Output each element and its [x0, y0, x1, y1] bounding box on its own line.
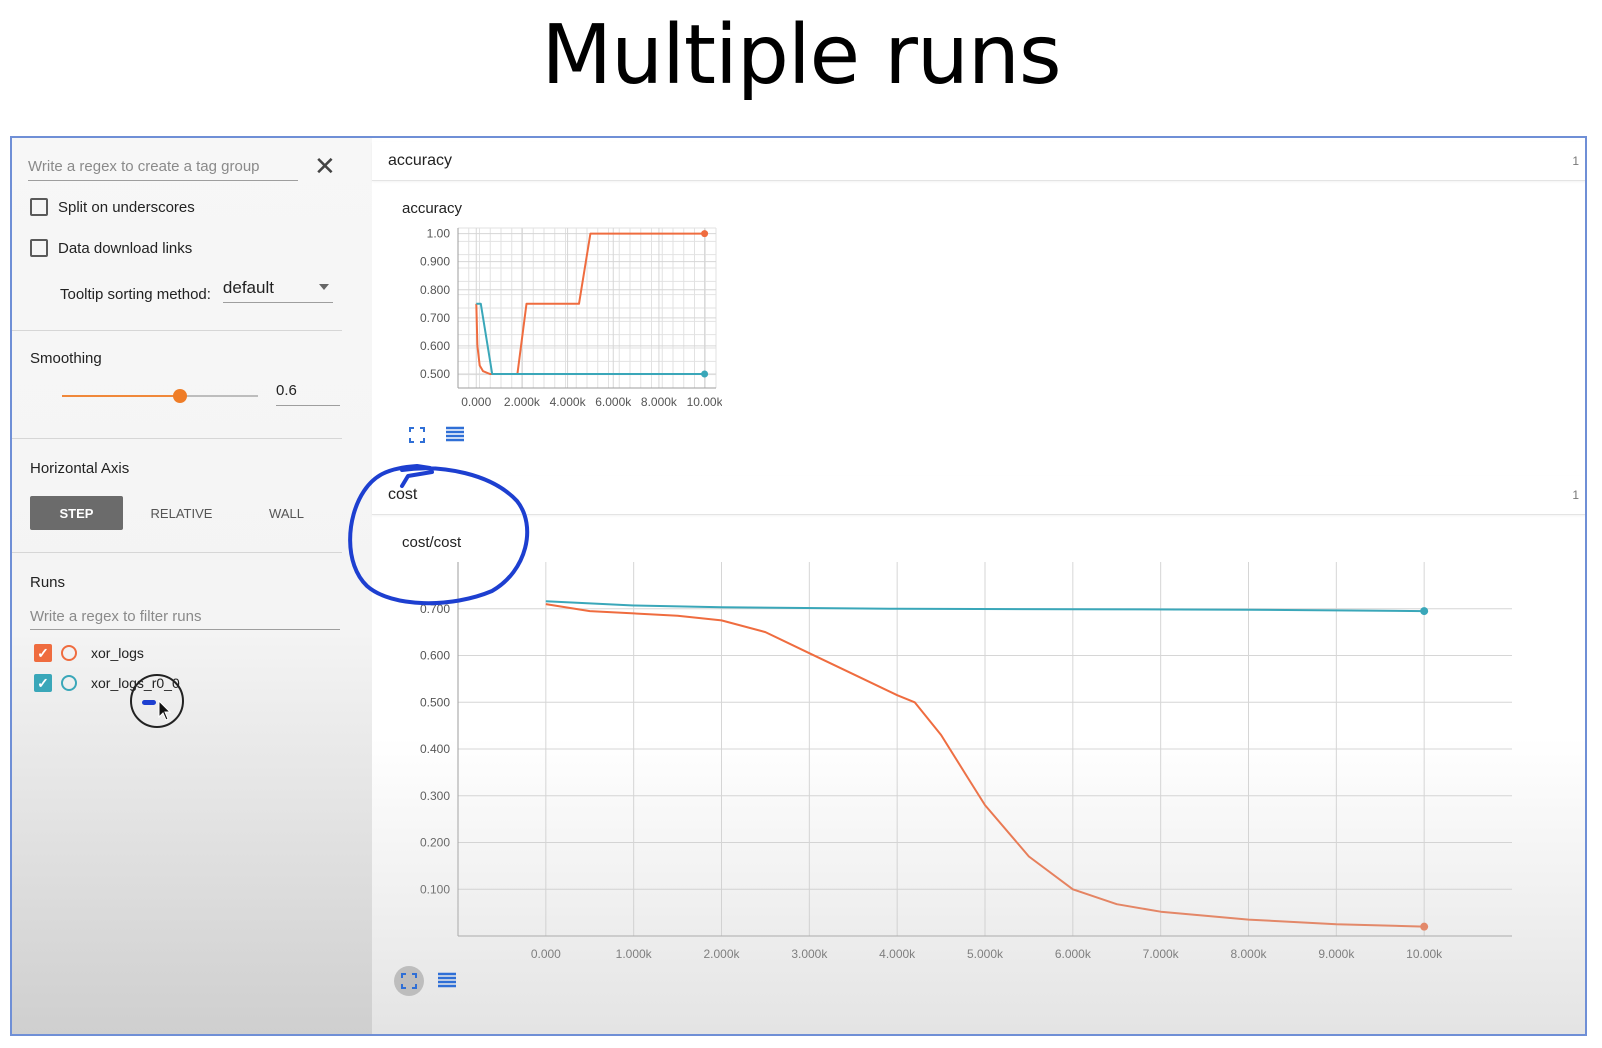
x-tick-label: 7.000k: [1143, 947, 1180, 961]
category-count: 1: [1572, 154, 1579, 168]
run-checkbox[interactable]: ✓: [34, 674, 52, 692]
y-tick-label: 0.800: [420, 283, 450, 297]
smoothing-slider[interactable]: [62, 389, 258, 403]
data-table-icon[interactable]: [440, 420, 470, 450]
series-endpoint-xor_logs_r0_0: [1420, 607, 1429, 616]
series-endpoint-xor_logs: [1420, 922, 1429, 931]
category-header-accuracy[interactable]: accuracy 1: [372, 142, 1585, 181]
tooltip-sorting-value: default: [222, 278, 274, 297]
chart-card-title: accuracy: [402, 200, 463, 217]
y-tick-label: 0.900: [420, 255, 450, 269]
split-underscores-label: Split on underscores: [58, 198, 195, 216]
smoothing-slider-thumb[interactable]: [172, 389, 187, 403]
sidebar: ✕ Split on underscores Data download lin…: [12, 138, 372, 1034]
tag-regex-input[interactable]: [28, 152, 298, 181]
x-tick-label: 5.000k: [967, 947, 1004, 961]
chevron-down-icon: [318, 284, 329, 290]
y-tick-label: 0.600: [420, 649, 450, 663]
y-tick-label: 0.600: [420, 339, 450, 353]
smoothing-label: Smoothing: [30, 350, 102, 367]
x-tick-label: 4.000k: [879, 947, 916, 961]
chart-card-title: cost/cost: [402, 534, 462, 551]
split-underscores-checkbox[interactable]: [30, 198, 48, 216]
cost-chart[interactable]: 0.000 1.000k 2.000k 3.000k 4.000k 5.000k 6.000…: [402, 558, 1582, 968]
x-tick-label: 4.000k: [550, 395, 587, 409]
data-download-label: Data download links: [58, 239, 193, 257]
x-tick-label: 6.000k: [595, 395, 632, 409]
horizontal-axis-label: Horizontal Axis: [30, 460, 130, 477]
axis-relative-button[interactable]: RELATIVE: [150, 505, 213, 521]
cursor-highlight: [130, 674, 184, 728]
x-tick-label: 0.000: [461, 395, 491, 409]
close-icon[interactable]: ✕: [314, 151, 336, 181]
run-color-ring-icon[interactable]: [61, 645, 77, 661]
x-tick-label: 0.000: [531, 947, 561, 961]
tag-regex-row: ✕: [28, 152, 338, 182]
x-tick-label: 1.000k: [616, 947, 653, 961]
data-download-checkbox[interactable]: [30, 239, 48, 257]
tensorboard-window: ✕ Split on underscores Data download lin…: [10, 136, 1587, 1036]
x-tick-label: 10.00k: [687, 395, 722, 409]
y-tick-label: 1.00: [427, 227, 451, 241]
divider: [12, 438, 342, 439]
series-endpoint-xor_logs: [701, 230, 709, 238]
runs-label: Runs: [30, 574, 66, 591]
series-endpoint-xor_logs_r0_0: [701, 370, 709, 378]
chart-card-controls: [394, 966, 470, 996]
data-download-option[interactable]: Data download links: [30, 239, 192, 257]
y-tick-label: 0.500: [420, 367, 450, 381]
y-tick-label: 0.300: [420, 789, 450, 803]
cursor-icon: [158, 700, 172, 721]
accuracy-chart[interactable]: 0.000 2.000k 4.000k 6.000k 8.000k 10.00k 1.00 0…: [402, 222, 722, 417]
category-count: 1: [1572, 488, 1579, 502]
run-name: xor_logs: [91, 645, 144, 661]
data-table-icon[interactable]: [432, 966, 462, 996]
axis-step-button[interactable]: STEP: [30, 496, 123, 530]
x-tick-label: 9.000k: [1318, 947, 1355, 961]
y-tick-label: 0.700: [420, 602, 450, 616]
category-header-cost[interactable]: cost 1: [372, 476, 1585, 515]
tooltip-sorting-row: Tooltip sorting method: default: [60, 278, 333, 303]
divider: [12, 330, 342, 331]
annotation-dash: [142, 700, 156, 705]
run-checkbox[interactable]: ✓: [34, 644, 52, 662]
y-tick-label: 0.500: [420, 695, 450, 709]
run-item[interactable]: ✓ xor_logs: [34, 644, 144, 662]
series-line-xor_logs_r0_0: [545, 600, 1425, 613]
axis-wall-button[interactable]: WALL: [269, 505, 304, 521]
split-underscores-option[interactable]: Split on underscores: [30, 198, 195, 216]
x-tick-label: 6.000k: [1055, 947, 1092, 961]
x-tick-label: 10.00k: [1406, 947, 1443, 961]
run-color-ring-icon[interactable]: [61, 675, 77, 691]
horizontal-axis-buttons: STEP RELATIVE WALL: [30, 496, 345, 530]
y-tick-label: 0.100: [420, 882, 450, 896]
y-tick-label: 0.200: [420, 836, 450, 850]
series-line-xor_logs_r0_0: [476, 302, 705, 375]
category-title: accuracy: [388, 152, 453, 169]
tooltip-sorting-label: Tooltip sorting method:: [60, 286, 211, 303]
main-panel: accuracy 1 accuracy 0.000 2.000k 4.000k 6.0…: [372, 138, 1585, 1034]
x-tick-label: 8.000k: [641, 395, 678, 409]
fit-domain-icon[interactable]: [402, 420, 432, 450]
fit-domain-icon[interactable]: [394, 966, 424, 996]
smoothing-slider-fill: [62, 395, 180, 397]
slide-title: Multiple runs: [541, 8, 1061, 103]
category-title: cost: [388, 486, 418, 503]
x-tick-label: 2.000k: [703, 947, 740, 961]
divider: [12, 552, 342, 553]
tooltip-sorting-select[interactable]: default: [222, 278, 333, 303]
runs-filter-input[interactable]: Write a regex to filter runs: [30, 608, 340, 630]
x-tick-label: 2.000k: [504, 395, 541, 409]
y-tick-label: 0.400: [420, 742, 450, 756]
chart-card-controls: [402, 420, 478, 450]
smoothing-value-input[interactable]: 0.6: [276, 382, 340, 406]
x-tick-label: 3.000k: [791, 947, 828, 961]
y-tick-label: 0.700: [420, 311, 450, 325]
x-tick-label: 8.000k: [1230, 947, 1267, 961]
